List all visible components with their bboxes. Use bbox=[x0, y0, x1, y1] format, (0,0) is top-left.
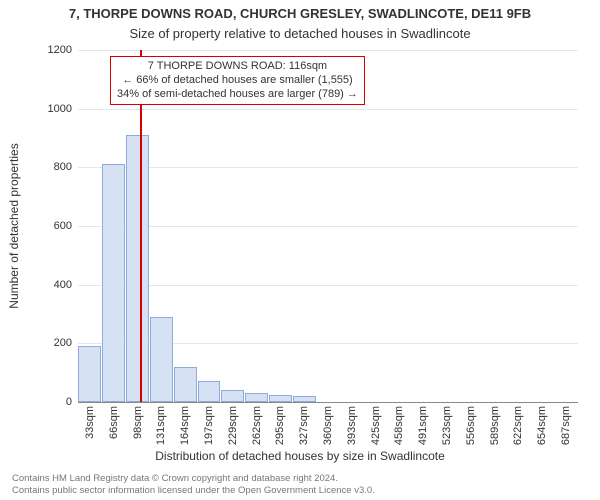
x-tick-label: 33sqm bbox=[84, 406, 96, 439]
grid-line bbox=[78, 109, 578, 110]
x-tick-label: 197sqm bbox=[203, 406, 215, 445]
y-tick-label: 1200 bbox=[22, 44, 72, 56]
annotation-line: ← 66% of detached houses are smaller (1,… bbox=[117, 74, 358, 88]
y-tick-label: 1000 bbox=[22, 103, 72, 115]
x-tick-label: 164sqm bbox=[179, 406, 191, 445]
x-tick-label: 360sqm bbox=[322, 406, 334, 445]
grid-line bbox=[78, 167, 578, 168]
x-tick-label: 66sqm bbox=[108, 406, 120, 439]
x-axis-line bbox=[78, 402, 578, 403]
y-axis-label: Number of detached properties bbox=[7, 143, 21, 308]
x-tick-label: 425sqm bbox=[370, 406, 382, 445]
x-tick-label: 556sqm bbox=[465, 406, 477, 445]
grid-line bbox=[78, 226, 578, 227]
x-tick-label: 589sqm bbox=[489, 406, 501, 445]
x-tick-label: 262sqm bbox=[251, 406, 263, 445]
x-tick-label: 687sqm bbox=[560, 406, 572, 445]
histogram-bar bbox=[245, 393, 268, 402]
histogram-bar bbox=[269, 395, 292, 402]
x-tick-label: 131sqm bbox=[155, 406, 167, 445]
histogram-bar bbox=[174, 367, 197, 402]
chart-container: { "header": { "title": "7, THORPE DOWNS … bbox=[0, 0, 600, 500]
x-tick-label: 393sqm bbox=[346, 406, 358, 445]
page-subtitle: Size of property relative to detached ho… bbox=[0, 26, 600, 41]
x-tick-label: 327sqm bbox=[298, 406, 310, 445]
annotation-line: 34% of semi-detached houses are larger (… bbox=[117, 88, 358, 102]
histogram-bar bbox=[221, 390, 244, 402]
grid-line bbox=[78, 50, 578, 51]
y-tick-label: 800 bbox=[22, 161, 72, 173]
attribution-line-1: Contains HM Land Registry data © Crown c… bbox=[12, 473, 375, 484]
y-tick-label: 400 bbox=[22, 279, 72, 291]
x-axis-label: Distribution of detached houses by size … bbox=[0, 449, 600, 463]
x-tick-label: 98sqm bbox=[132, 406, 144, 439]
page-title: 7, THORPE DOWNS ROAD, CHURCH GRESLEY, SW… bbox=[0, 6, 600, 21]
x-tick-label: 458sqm bbox=[393, 406, 405, 445]
x-tick-label: 295sqm bbox=[274, 406, 286, 445]
x-tick-label: 229sqm bbox=[227, 406, 239, 445]
highlight-annotation: 7 THORPE DOWNS ROAD: 116sqm← 66% of deta… bbox=[110, 56, 365, 105]
attribution: Contains HM Land Registry data © Crown c… bbox=[12, 473, 375, 496]
y-tick-label: 200 bbox=[22, 337, 72, 349]
x-tick-label: 654sqm bbox=[536, 406, 548, 445]
x-tick-label: 523sqm bbox=[441, 406, 453, 445]
grid-line bbox=[78, 285, 578, 286]
histogram-bar bbox=[102, 164, 125, 402]
histogram-bar bbox=[126, 135, 149, 402]
attribution-line-2: Contains public sector information licen… bbox=[12, 485, 375, 496]
x-tick-label: 622sqm bbox=[512, 406, 524, 445]
annotation-line: 7 THORPE DOWNS ROAD: 116sqm bbox=[117, 60, 358, 74]
histogram-bar bbox=[198, 381, 221, 402]
histogram-bar bbox=[78, 346, 101, 402]
histogram-bar bbox=[150, 317, 173, 402]
x-tick-label: 491sqm bbox=[417, 406, 429, 445]
y-tick-label: 600 bbox=[22, 220, 72, 232]
y-tick-label: 0 bbox=[22, 396, 72, 408]
